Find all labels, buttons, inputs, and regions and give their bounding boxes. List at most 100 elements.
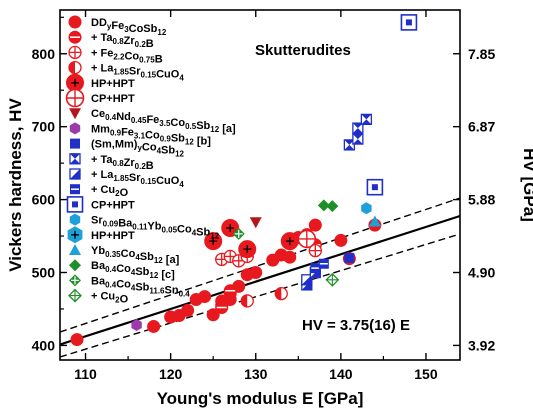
legend-entry-label: HP+HPT <box>91 230 135 242</box>
data-point-circle-0-6 <box>198 290 212 304</box>
data-point-circle-0-20 <box>308 218 322 232</box>
y2-tick-label: 6.87 <box>468 119 495 135</box>
legend-entry: Ba0.4Co4Sb11.6Sn0.4 <box>69 274 190 298</box>
data-point-triangle-up-14-0 <box>368 215 381 227</box>
y-tick-label: 500 <box>32 265 56 281</box>
legend-entry: + La1.85Sr0.15CuO4 <box>69 168 184 189</box>
data-point-circle-lined-1-0 <box>215 301 229 314</box>
x-tick-label: 120 <box>159 366 183 382</box>
y2-tick-label: 4.90 <box>468 265 495 281</box>
data-points <box>70 14 418 347</box>
legend-entry: Sr0.09Ba0.11Yb0.05Co4Sb12 <box>69 213 220 241</box>
legend-entry-label: DDyFe3CoSb12 <box>91 17 167 37</box>
legend-entry: (Sm,Mm)yCo4Sb12 <box>70 138 185 159</box>
data-point-circle-big-plus-4-3 <box>280 232 299 251</box>
legend-entry: HP+HPT <box>66 73 135 92</box>
legend-entry-label: + Ta0.8Zr0.2B <box>91 154 154 172</box>
legend-entry-label: Yb0.35Co4Sb12 [a] <box>91 245 180 266</box>
data-point-circle-0-17 <box>283 250 297 264</box>
y-axis-label: Vickers hardness, HV <box>6 98 25 272</box>
data-point-square-half-10-1 <box>301 274 313 286</box>
legend-entry: + Cu2O <box>70 184 129 199</box>
x-tick-label: 110 <box>74 366 97 382</box>
data-point-square-big-open-12-1 <box>400 14 418 31</box>
data-point-hexagon-7-0 <box>131 319 142 331</box>
data-point-circle-big-plus-4-0 <box>204 232 223 251</box>
y2-tick-label: 3.92 <box>468 337 495 353</box>
legend-entry: + Cu2O <box>68 288 129 306</box>
legend-entry: + Ta0.8Zr0.2B <box>68 30 154 50</box>
fit-upper-bound-line <box>60 197 460 333</box>
legend-entry: + La1.85Sr0.15CuO4 <box>68 60 184 83</box>
data-point-square-hourglass-9-2 <box>352 133 364 145</box>
legend-entry: DDyFe3CoSb12 <box>68 15 167 37</box>
data-point-diamond-cross-16-0 <box>232 227 245 240</box>
legend-entry-label: + Fe2.2Co0.75B <box>91 47 163 65</box>
legend-entry: CP+HPT <box>66 196 135 213</box>
legend: DDyFe3CoSb12+ Ta0.8Zr0.2B+ Fe2.2Co0.75B+… <box>65 15 236 306</box>
legend-entry-label: + Ta0.8Zr0.2B <box>91 32 154 50</box>
legend-entry-label: Ba0.4Co4Sb11.6Sn0.4 <box>91 275 190 298</box>
data-point-circle-half-3-0 <box>240 294 254 308</box>
y-tick-label: 400 <box>32 337 56 353</box>
x-tick-label: 140 <box>329 366 353 382</box>
axis-ticks: 110 120 130 140 150 400 500 600 700 800 3.92 4.90 5.… <box>32 10 495 382</box>
legend-entry: HP+HPT <box>67 226 135 244</box>
data-point-triangle-down-6-0 <box>249 217 262 229</box>
data-point-square-hourglass-9-0 <box>343 139 356 151</box>
legend-entry-label: + Cu2O <box>91 291 129 306</box>
y2-tick-label: 5.88 <box>468 192 495 208</box>
x-tick-label: 130 <box>244 366 268 382</box>
legend-entry: Ba0.4Co4Sb12 [c] <box>69 259 175 281</box>
legend-entry: Ce0.4Nd0.45Fe3.5Co0.5Sb12 [a] <box>69 108 236 135</box>
data-point-square-lined-11-0 <box>310 263 321 274</box>
legend-entry-label: Sr0.09Ba0.11Yb0.05Co4Sb12 <box>91 215 220 241</box>
data-point-circle-0-21 <box>334 233 348 247</box>
y2-tick-label: 7.85 <box>468 46 495 62</box>
fit-lower-bound-line <box>60 233 460 358</box>
data-point-circle-0-7 <box>206 308 220 322</box>
legend-entry-label: (Sm,Mm)yCo4Sb12 <box>91 139 185 159</box>
legend-entry: + Fe2.2Co0.75B <box>68 45 163 65</box>
data-point-square-8-0 <box>344 252 355 263</box>
fit-equation-label: HV = 3.75(16) E <box>302 317 410 334</box>
data-point-circle-big-plus-4-2 <box>238 240 257 259</box>
y-tick-label: 700 <box>32 119 56 135</box>
data-point-square-lined-11-1 <box>318 258 329 269</box>
legend-entry-label: Ba0.4Co4Sb12 [c] <box>91 260 175 281</box>
chart-annotation-title: Skutterudites <box>255 42 351 59</box>
data-point-circle-half-3-1 <box>274 286 288 301</box>
y-tick-label: 600 <box>32 192 56 208</box>
fit-line <box>60 214 460 346</box>
legend-entry-label: CP+HPT <box>91 93 135 105</box>
legend-entry-label: Mm0.9Fe3.1Co0.9Sb12 [b] <box>91 123 211 147</box>
legend-entry-label: Ce0.4Nd0.45Fe3.5Co0.5Sb12 [a] <box>91 108 236 135</box>
x-tick-label: 150 <box>414 366 438 382</box>
data-point-circle-0-4 <box>181 303 195 317</box>
legend-entry: + Ta0.8Zr0.2B <box>69 153 154 172</box>
data-point-square-hourglass-9-1 <box>352 122 364 134</box>
legend-entry-label: + La1.85Sr0.15CuO4 <box>91 63 184 83</box>
legend-entry: Mm0.9Fe3.1Co0.9Sb12 [b] <box>69 122 211 147</box>
legend-entry-label: CP+HPT <box>91 199 135 211</box>
data-point-circle-0-0 <box>70 333 84 347</box>
data-point-diamond-open-cross-17-0 <box>325 272 340 287</box>
data-point-diamond-15-1 <box>326 200 339 213</box>
legend-entry-label: HP+HPT <box>91 78 135 90</box>
data-point-circle-cross-2-4 <box>308 243 322 258</box>
fit-lines <box>60 197 460 358</box>
data-point-diamond-15-0 <box>317 199 330 212</box>
data-point-square-hourglass-9-3 <box>360 113 373 126</box>
data-point-circle-lined-1-1 <box>223 284 237 298</box>
data-point-square-big-open-12-0 <box>366 178 384 196</box>
legend-entry-label: + La1.85Sr0.15CuO4 <box>91 169 184 189</box>
data-point-circle-big-open-5-0 <box>297 229 317 249</box>
legend-entry-label: + Cu2O <box>91 184 129 199</box>
data-point-hexagon-13-0 <box>361 202 372 215</box>
x-axis-label: Young's modulus E [GPa] <box>157 389 364 408</box>
legend-entry: CP+HPT <box>65 88 135 108</box>
y-tick-label: 800 <box>32 46 56 62</box>
legend-entry: Yb0.35Co4Sb12 [a] <box>69 244 180 266</box>
data-point-circle-0-1 <box>147 319 161 333</box>
